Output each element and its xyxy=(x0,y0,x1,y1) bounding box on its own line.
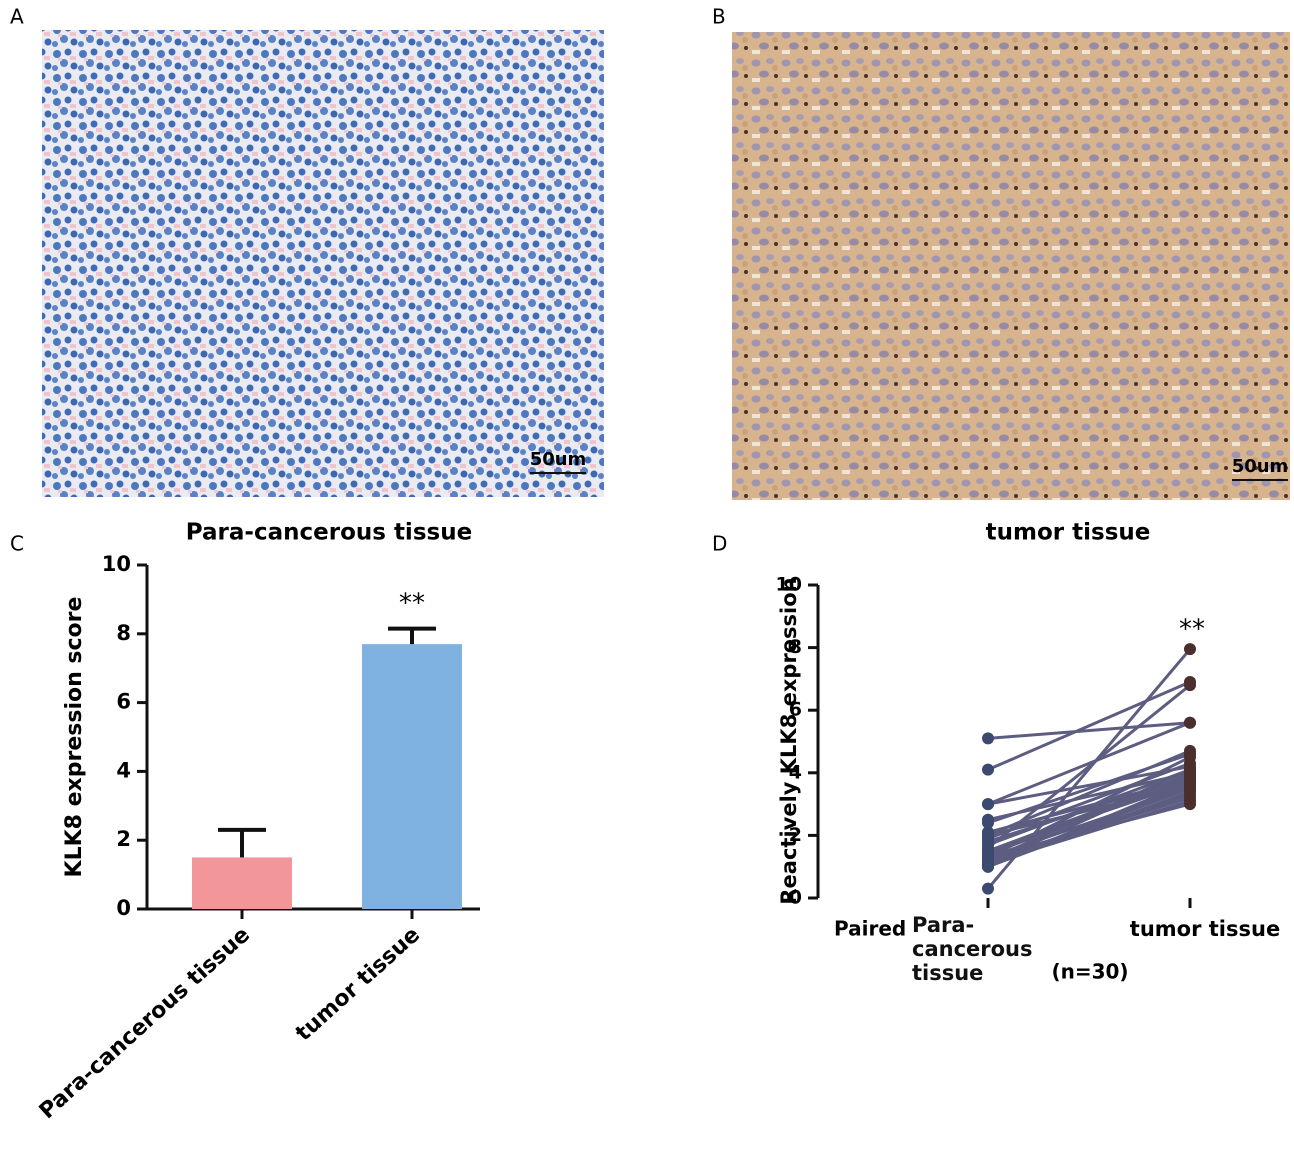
pair-line xyxy=(987,802,1191,859)
point xyxy=(982,838,994,851)
annotation: ** xyxy=(399,589,425,619)
y-axis-label: KLK8 expression score xyxy=(62,597,87,878)
point xyxy=(1184,716,1196,729)
y-tick-label: 6 xyxy=(116,690,131,714)
x-tick-label: tumor tissue xyxy=(1130,917,1280,941)
pair-line xyxy=(987,774,1191,853)
point xyxy=(1184,679,1196,692)
point xyxy=(1184,773,1196,786)
bar xyxy=(192,857,292,909)
point xyxy=(1184,798,1196,811)
pair-line xyxy=(987,783,1191,837)
caption: Para-cancerous tissue xyxy=(186,520,472,546)
panel-label: D xyxy=(712,532,727,556)
point xyxy=(1184,763,1196,776)
pair-line xyxy=(987,683,1191,850)
y-axis-label: Reactively KLK8 expression xyxy=(777,577,801,904)
pair-line xyxy=(987,777,1191,856)
y-tick-label: 8 xyxy=(789,636,802,658)
point xyxy=(1184,782,1196,795)
pair-line xyxy=(987,721,1191,806)
point xyxy=(982,816,994,829)
pair-line xyxy=(987,721,1191,740)
y-tick-label: 6 xyxy=(789,699,802,721)
point xyxy=(982,857,994,870)
point xyxy=(982,798,994,811)
y-tick-label: 10 xyxy=(102,552,131,576)
point xyxy=(1184,748,1196,761)
scale-label: 50um xyxy=(530,449,587,470)
x-tick-label: tumor tissue xyxy=(291,922,425,1046)
pair-line xyxy=(987,768,1191,847)
scale-label: 50um xyxy=(1232,456,1289,477)
y-tick-label: 2 xyxy=(789,824,802,846)
pair-line xyxy=(987,787,1191,865)
panel-label: C xyxy=(10,532,24,556)
y-tick-label: 2 xyxy=(116,827,131,851)
panel-label: A xyxy=(10,5,24,29)
point xyxy=(982,882,994,895)
x-prefix-label: Paired xyxy=(834,917,906,941)
y-tick-label: 0 xyxy=(789,887,802,909)
x-tick-label: Para-cancerous tissue xyxy=(912,913,1033,985)
micrograph xyxy=(732,32,1290,500)
caption: tumor tissue xyxy=(986,520,1151,546)
point xyxy=(982,829,994,842)
panel-label: B xyxy=(712,5,726,29)
pair-line xyxy=(987,752,1191,825)
x-tick-label: Para-cancerous tissue xyxy=(35,922,255,1124)
point xyxy=(982,763,994,776)
y-tick-label: 10 xyxy=(776,574,802,596)
annotation: ** xyxy=(1179,615,1205,645)
y-tick-label: 4 xyxy=(116,758,131,782)
n-label: (n=30) xyxy=(1051,960,1128,984)
micrograph xyxy=(42,30,604,497)
point xyxy=(982,848,994,861)
point xyxy=(982,732,994,745)
y-tick-label: 4 xyxy=(789,761,802,783)
y-tick-label: 0 xyxy=(116,896,131,920)
bar xyxy=(362,644,462,909)
y-tick-label: 8 xyxy=(116,621,131,645)
pair-line xyxy=(987,680,1191,772)
point xyxy=(1184,643,1196,656)
